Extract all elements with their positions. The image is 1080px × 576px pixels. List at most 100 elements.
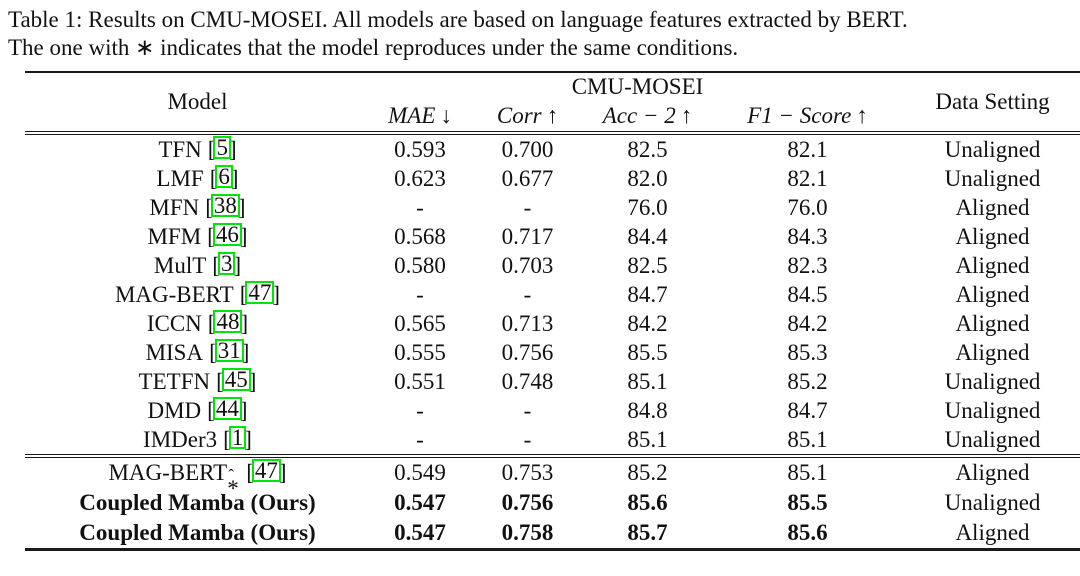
mae-cell: - bbox=[416, 194, 424, 220]
acc2-cell: 84.4 bbox=[627, 223, 668, 249]
model-name: MAG-BERT bbox=[114, 281, 234, 307]
mae-cell: 0.547 bbox=[394, 490, 446, 515]
corr-cell: - bbox=[523, 397, 532, 423]
f1-cell: 82.3 bbox=[787, 252, 828, 278]
citation-link[interactable]: [45] bbox=[216, 367, 256, 394]
table-row: MulT [3] 0.580 0.703 82.5 82.3 Aligned bbox=[25, 251, 1080, 280]
bracket-open: [ bbox=[207, 136, 216, 162]
citation-link[interactable]: [3] bbox=[212, 251, 242, 278]
caption-line-2: The one with ∗ indicates that the model … bbox=[8, 35, 739, 60]
model-name: TFN bbox=[158, 136, 202, 162]
f1-cell: 84.2 bbox=[787, 310, 828, 336]
f1-cell: 85.1 bbox=[787, 426, 828, 452]
bracket-close: ] bbox=[244, 426, 252, 452]
header-acc2: Acc − 2 ↑ bbox=[585, 100, 710, 135]
mae-cell: 0.555 bbox=[394, 339, 446, 365]
mae-cell: 0.549 bbox=[370, 454, 470, 488]
citation-number: 3 bbox=[217, 251, 236, 275]
table-caption: Table 1: Results on CMU-MOSEI. All model… bbox=[8, 6, 1080, 62]
setting-cell: Aligned bbox=[955, 339, 1030, 365]
model-name: IMDer3 bbox=[143, 426, 218, 452]
table-row: TFN [5] 0.593 0.700 82.5 82.1 Unaligned bbox=[25, 133, 1080, 164]
mae-cell: 0.580 bbox=[394, 252, 446, 278]
setting-cell: Aligned bbox=[905, 454, 1080, 488]
bracket-open: [ bbox=[216, 368, 224, 394]
bracket-open: [ bbox=[207, 223, 215, 249]
f1-cell: 85.6 bbox=[710, 518, 905, 551]
bracket-close: ] bbox=[237, 194, 246, 220]
setting-cell: Aligned bbox=[955, 281, 1030, 307]
model-cell: ICCN [48] bbox=[25, 309, 370, 338]
bracket-open: [ bbox=[207, 397, 215, 423]
header-f1-score: F1 − Score ↑ bbox=[710, 100, 905, 135]
acc2-cell: 82.0 bbox=[627, 165, 668, 191]
model-cell: MFM [46] bbox=[25, 222, 370, 251]
citation-link[interactable]: [1] bbox=[223, 425, 252, 452]
f1-cell: 82.1 bbox=[787, 136, 828, 162]
header-model: Model bbox=[25, 71, 370, 135]
model-name: MISA bbox=[145, 339, 204, 365]
model-cell: MulT [3] bbox=[25, 251, 370, 280]
citation-number: 47 bbox=[245, 280, 275, 304]
model-cell: TFN [5] bbox=[25, 133, 370, 164]
model-name: Coupled Mamba (Ours) bbox=[79, 490, 316, 515]
acc2-cell: 85.6 bbox=[627, 490, 668, 515]
model-name: MFM bbox=[147, 223, 202, 249]
setting-cell: Unaligned bbox=[944, 426, 1041, 452]
f1-cell: 84.7 bbox=[787, 397, 828, 423]
caption-line-1: Table 1: Results on CMU-MOSEI. All model… bbox=[8, 7, 908, 32]
corr-cell: 0.717 bbox=[501, 223, 554, 249]
bracket-open: [ bbox=[209, 339, 217, 365]
corr-cell: - bbox=[523, 426, 532, 452]
up-arrow-icon: ↑ bbox=[546, 102, 559, 128]
f1-cell: 82.1 bbox=[787, 165, 828, 191]
model-cell: TETFN [45] bbox=[25, 367, 370, 396]
citation-link[interactable]: [38] bbox=[205, 193, 246, 220]
mae-cell: 0.623 bbox=[394, 165, 446, 191]
model-name: MulT bbox=[153, 252, 207, 278]
citation-link[interactable]: [48] bbox=[207, 309, 248, 336]
table-row: TETFN [45] 0.551 0.748 85.1 85.2 Unaligne… bbox=[25, 367, 1080, 396]
citation-number: 38 bbox=[210, 193, 240, 217]
bracket-close: ] bbox=[239, 223, 248, 249]
citation-link[interactable]: [44] bbox=[207, 396, 248, 423]
corr-cell: 0.753 bbox=[470, 454, 585, 488]
model-cell: Coupled Mamba (Ours) bbox=[25, 488, 370, 518]
bracket-close: ] bbox=[272, 281, 281, 307]
citation-link[interactable]: [5] bbox=[207, 135, 237, 162]
corr-cell: 0.748 bbox=[501, 368, 554, 394]
citation-link[interactable]: [31] bbox=[209, 338, 249, 365]
citation-number: 5 bbox=[213, 135, 231, 159]
table-row: IMDer3 [1] - - 85.1 85.1 Unaligned bbox=[25, 425, 1080, 456]
mae-cell: - bbox=[416, 426, 424, 452]
star-mark: * bbox=[227, 476, 239, 501]
model-cell: Coupled Mamba (Ours) bbox=[25, 518, 370, 551]
table-row-ours: Coupled Mamba (Ours) 0.547 0.758 85.7 85… bbox=[25, 518, 1080, 551]
setting-cell: Unaligned bbox=[944, 165, 1041, 191]
model-cell: IMDer3 [1] bbox=[25, 425, 370, 456]
acc2-cell: 76.0 bbox=[627, 194, 668, 220]
table-row: DMD [44] - - 84.8 84.7 Unaligned bbox=[25, 396, 1080, 425]
citation-link[interactable]: [47] bbox=[246, 459, 287, 485]
header-data-setting: Data Setting bbox=[905, 71, 1080, 135]
bracket-open: [ bbox=[205, 194, 213, 220]
mae-cell: 0.551 bbox=[394, 368, 446, 394]
f1-cell: 85.3 bbox=[787, 339, 828, 365]
f1-cell: 85.5 bbox=[787, 490, 828, 515]
table-row: MAG-BERT ˆ * [47] 0.549 0.753 85.2 85.1 Ali… bbox=[25, 454, 1080, 501]
mae-cell: 0.547 bbox=[370, 518, 470, 551]
citation-number: 44 bbox=[212, 396, 242, 420]
acc2-cell: 85.5 bbox=[627, 339, 668, 365]
model-cell: MISA [31] bbox=[25, 338, 370, 367]
bracket-close: ] bbox=[239, 397, 248, 423]
bracket-close: ] bbox=[233, 252, 242, 278]
acc2-cell: 84.2 bbox=[627, 310, 668, 336]
citation-link[interactable]: [6] bbox=[210, 164, 239, 191]
acc2-cell: 85.2 bbox=[585, 454, 710, 488]
bracket-open: [ bbox=[207, 310, 216, 336]
citation-link[interactable]: [46] bbox=[207, 222, 248, 249]
model-cell: MFN [38] bbox=[25, 193, 370, 222]
citation-link[interactable]: [47] bbox=[240, 280, 281, 307]
acc2-cell: 85.1 bbox=[627, 368, 668, 394]
bracket-open: [ bbox=[212, 252, 220, 278]
